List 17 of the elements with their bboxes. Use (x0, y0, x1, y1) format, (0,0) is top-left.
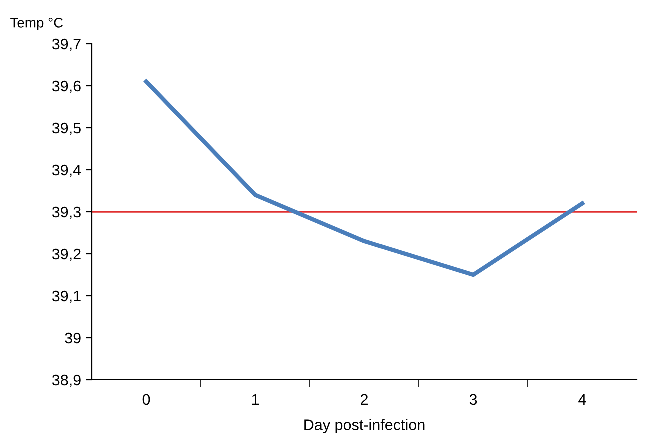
x-tick-label: 0 (142, 394, 150, 406)
x-tick-label: 4 (578, 394, 586, 405)
y-axis-title: Temp °C (10, 18, 64, 31)
x-tick-label: 3 (470, 394, 478, 406)
y-tick-label: 39,4 (52, 164, 82, 178)
line-series (144, 80, 585, 278)
y-tick-label: 39 (65, 332, 81, 344)
y-tick-label: 39,2 (52, 248, 81, 262)
y-tick-label: 39,6 (52, 80, 81, 94)
y-tick-label: 38,9 (52, 374, 81, 388)
y-tick-label: 39,5 (52, 122, 81, 136)
y-tick-label: 39,7 (52, 38, 81, 52)
x-tick-label: 2 (361, 394, 368, 405)
y-tick-label: 39,3 (52, 206, 81, 220)
x-tick-label: 1 (252, 394, 260, 405)
y-tick-label: 39,1 (52, 290, 81, 304)
x-axis-title: Day post-infection (304, 419, 425, 434)
